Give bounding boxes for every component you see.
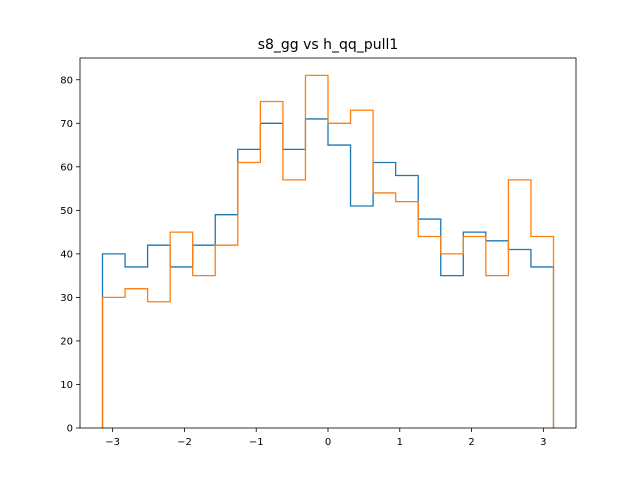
y-tick-label: 0 xyxy=(67,424,73,435)
x-tick-label: 0 xyxy=(325,437,331,448)
y-tick-label: 60 xyxy=(60,162,73,173)
histogram-series-2-step xyxy=(101,74,555,428)
y-tick-label: 30 xyxy=(60,293,73,304)
series-layer xyxy=(101,74,555,428)
x-tick-label: 2 xyxy=(468,437,474,448)
y-tick-label: 40 xyxy=(60,249,73,260)
x-axis: −3 −2 −1 0 1 2 3 xyxy=(105,428,547,448)
y-tick-label: 10 xyxy=(60,380,73,391)
y-tick-label: 70 xyxy=(60,119,73,130)
y-tick-label: 80 xyxy=(60,75,73,86)
x-tick-label: −2 xyxy=(177,437,192,448)
x-tick-label: −1 xyxy=(249,437,264,448)
y-tick-label: 50 xyxy=(60,206,73,217)
x-tick-label: −3 xyxy=(105,437,120,448)
y-axis: 0 10 20 30 40 50 60 70 80 xyxy=(60,75,80,435)
chart-title: s8_gg vs h_qq_pull1 xyxy=(258,37,399,53)
y-tick-label: 20 xyxy=(60,336,73,347)
x-tick-label: 3 xyxy=(540,437,546,448)
x-tick-label: 1 xyxy=(397,437,403,448)
